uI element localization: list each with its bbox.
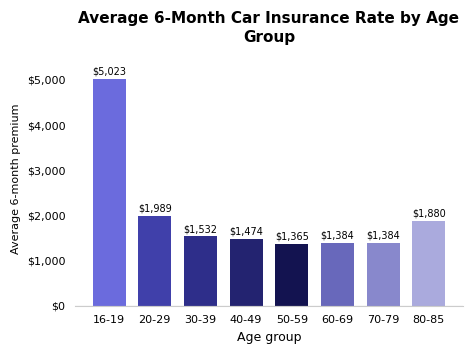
Bar (321, 243, 354, 306)
Text: $1,989: $1,989 (138, 203, 172, 214)
Bar (138, 216, 171, 306)
Text: $1,365: $1,365 (275, 232, 309, 242)
Bar (367, 243, 400, 306)
Title: Average 6-Month Car Insurance Rate by Age
Group: Average 6-Month Car Insurance Rate by Ag… (79, 11, 459, 45)
Text: $1,384: $1,384 (366, 231, 400, 241)
Bar (92, 79, 126, 306)
Bar (184, 236, 217, 306)
Text: $1,474: $1,474 (229, 227, 263, 237)
Text: $1,532: $1,532 (183, 224, 218, 234)
Text: $1,880: $1,880 (412, 208, 446, 218)
Bar (412, 221, 445, 306)
Bar (230, 239, 263, 306)
Y-axis label: Average 6-month premium: Average 6-month premium (11, 104, 21, 255)
X-axis label: Age group: Age group (237, 331, 301, 344)
Text: $5,023: $5,023 (92, 67, 126, 77)
Bar (275, 244, 308, 306)
Text: $1,384: $1,384 (320, 231, 355, 241)
